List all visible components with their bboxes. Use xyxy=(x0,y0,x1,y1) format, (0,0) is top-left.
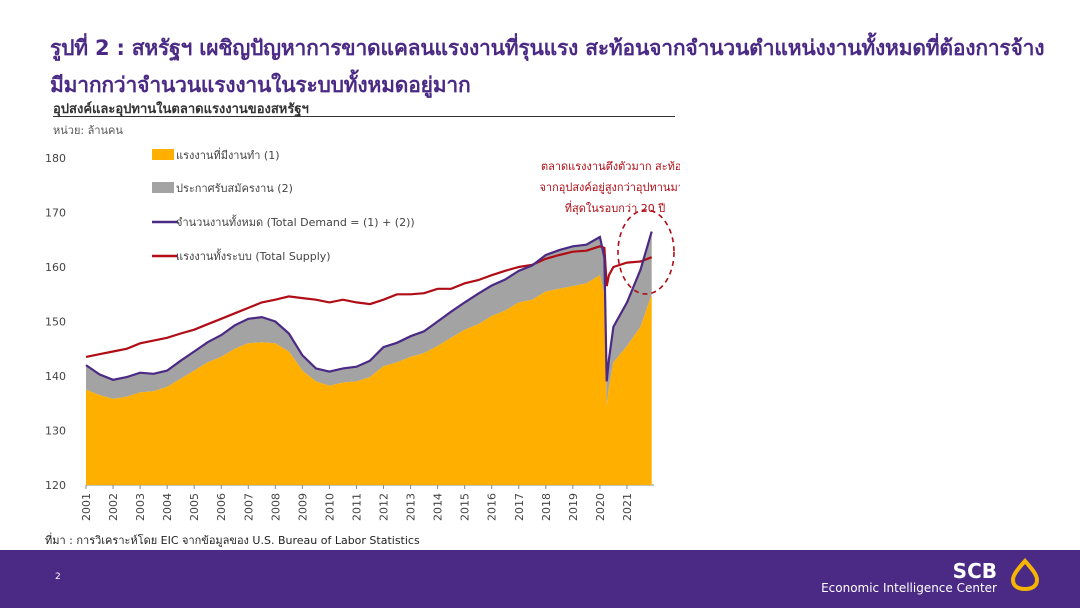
annotation-text: ที่สุดในรอบกว่า 20 ปี xyxy=(565,200,666,215)
y-tick-label: 140 xyxy=(45,370,66,383)
series-employed-area xyxy=(86,275,652,485)
chart-subtitle: อุปสงค์และอุปทานในตลาดแรงงานของสหรัฐฯ xyxy=(53,102,309,117)
y-tick-label: 160 xyxy=(45,261,66,274)
legend-label: แรงงานทั้งระบบ (Total Supply) xyxy=(176,248,331,263)
x-tick-label: 2021 xyxy=(621,493,634,521)
x-tick-label: 2014 xyxy=(432,493,445,521)
x-tick-label: 2009 xyxy=(296,493,309,521)
x-tick-label: 2007 xyxy=(242,493,255,521)
annotation-ellipse xyxy=(617,209,675,295)
slide-title: รูปที่ 2 : สหรัฐฯ เผชิญปัญหาการขาดแคลนแร… xyxy=(50,36,1045,97)
x-tick-label: 2018 xyxy=(540,493,553,521)
x-tick-label: 2015 xyxy=(459,493,472,521)
x-tick-label: 2002 xyxy=(107,493,120,521)
legend-label: แรงงานที่มีงานทำ (1) xyxy=(176,147,280,162)
series-job-openings-area xyxy=(86,231,652,406)
footer-bar xyxy=(0,550,1080,608)
x-tick-label: 2016 xyxy=(486,493,499,521)
scb-logo-icon xyxy=(1010,558,1040,592)
x-tick-label: 2008 xyxy=(269,493,282,521)
labor-market-chart: 120 130 140 150 160 170 180 2001 2002 2003 2004 200… xyxy=(45,147,680,521)
series-total-demand-line xyxy=(85,231,653,382)
y-tick-label: 150 xyxy=(45,316,66,329)
x-tick-label: 2005 xyxy=(188,493,201,521)
x-tick-label: 2010 xyxy=(323,493,336,521)
unit-label: หน่วย: ล้านคน xyxy=(53,124,123,137)
x-tick-label: 2013 xyxy=(405,493,418,521)
y-tick-label: 170 xyxy=(45,207,66,220)
source-note: ที่มา : การวิเคราะห์โดย EIC จากข้อมูลของ… xyxy=(45,534,420,547)
x-tick-label: 2017 xyxy=(513,493,526,521)
legend-label: ประกาศรับสมัครงาน (2) xyxy=(176,182,293,195)
x-tick-label: 2011 xyxy=(350,493,363,521)
y-tick-label: 130 xyxy=(45,425,66,438)
x-tick-label: 2020 xyxy=(594,493,607,521)
x-tick-label: 2001 xyxy=(80,493,93,521)
brand-subtitle: Economic Intelligence Center xyxy=(821,581,997,595)
brand-name: SCB xyxy=(952,559,997,583)
x-tick-label: 2006 xyxy=(215,493,228,521)
y-tick-label: 180 xyxy=(45,152,66,165)
legend-swatch-openings xyxy=(152,182,174,193)
x-tick-label: 2019 xyxy=(567,493,580,521)
legend-label: จำนวนงานทั้งหมด (Total Demand = (1) + (2… xyxy=(176,214,415,229)
x-tick-label: 2003 xyxy=(134,493,147,521)
x-tick-label: 2012 xyxy=(378,493,391,521)
annotation-text: ตลาดแรงงานตึงตัวมาก สะท้อน xyxy=(541,160,680,173)
legend-swatch-employed xyxy=(152,149,174,160)
series-total-supply-line xyxy=(85,245,653,358)
divider xyxy=(53,116,675,117)
x-tick-label: 2004 xyxy=(161,493,174,521)
annotation-text: จากอุปสงค์อยู่สูงกว่าอุปทานมาก xyxy=(539,181,680,194)
y-tick-label: 120 xyxy=(45,479,66,492)
page-number: 2 xyxy=(55,572,61,582)
